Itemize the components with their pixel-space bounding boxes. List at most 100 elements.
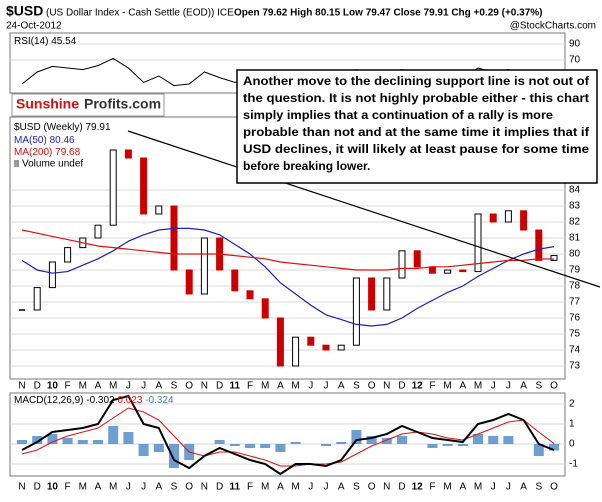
- candle: [413, 250, 421, 268]
- candle: [246, 290, 254, 300]
- x-tick-label: F: [247, 482, 253, 493]
- histogram-bar: [93, 440, 103, 444]
- x-tick-label: F: [65, 482, 71, 493]
- legend-volume: Volume undef: [22, 159, 83, 170]
- x-tick-label: S: [353, 381, 360, 392]
- candle: [474, 213, 482, 273]
- legend-ma50-value: 80.46: [50, 135, 75, 146]
- x-tick-label: S: [353, 482, 360, 493]
- y-tick-label: 80: [569, 249, 581, 260]
- candle: [185, 269, 193, 295]
- x-tick-label: M: [443, 381, 451, 392]
- y-tick-label: 81: [569, 233, 581, 244]
- x-tick-label: F: [429, 381, 435, 392]
- legend-ma200: MA(200) 79.68: [14, 147, 81, 158]
- annotation-line: simply implies that a continuation of a …: [243, 108, 553, 122]
- histogram-bar: [321, 444, 331, 446]
- y-tick-label: 1: [569, 419, 575, 430]
- x-tick-label: M: [474, 381, 482, 392]
- y-tick-label: -1: [569, 459, 578, 470]
- histogram-bar: [138, 444, 149, 456]
- x-tick-label: F: [429, 482, 435, 493]
- x-tick-label: M: [109, 482, 117, 493]
- x-tick-label: 10: [47, 381, 59, 392]
- histogram-bar: [260, 444, 271, 448]
- candle: [200, 237, 208, 295]
- candle: [535, 229, 543, 261]
- x-tick-label: O: [368, 381, 376, 392]
- histogram-bar: [488, 436, 499, 444]
- macd-panel: [9, 392, 566, 477]
- legend-ma50-name: MA(50): [14, 135, 47, 146]
- x-tick-label: 10: [47, 482, 59, 493]
- candle: [352, 277, 360, 346]
- x-tick-label: J: [491, 482, 496, 493]
- y-tick-label: 73: [569, 361, 581, 372]
- x-tick-label: 12: [412, 381, 424, 392]
- histogram-bar: [17, 440, 27, 444]
- x-tick-label: A: [520, 381, 527, 392]
- x-tick-label: N: [201, 482, 208, 493]
- x-tick-label: D: [34, 381, 41, 392]
- candle: [368, 277, 376, 311]
- histogram-bar: [169, 444, 179, 468]
- candle: [109, 149, 117, 226]
- macd-label: MACD(12,26,9) -0.302 0.023 -0.324: [14, 395, 174, 406]
- candle: [307, 336, 315, 346]
- macd-value: -0.302: [86, 395, 115, 406]
- histogram-bar: [366, 436, 377, 444]
- macd-line: [21, 394, 555, 476]
- legend-price-value: 79.91: [86, 122, 111, 133]
- histogram-bar: [442, 444, 453, 446]
- logo-part2: Profits.com: [84, 96, 161, 112]
- rsi-label: RSI(14) 45.54: [14, 36, 77, 47]
- x-tick-label: J: [308, 381, 313, 392]
- x-tick-label: 11: [230, 381, 241, 392]
- annotation-line: before breaking lower.: [243, 159, 370, 173]
- y-tick-label: 75: [569, 329, 581, 340]
- histogram-bar: [457, 444, 468, 446]
- x-tick-label: A: [338, 482, 345, 493]
- x-tick-label: J: [491, 381, 496, 392]
- candle: [459, 269, 467, 273]
- x-tick-label: J: [324, 482, 329, 493]
- annotation: Another move to the declining support li…: [236, 69, 598, 184]
- quote: Open 79.62 High 80.15 Low 79.47 Close 79…: [234, 8, 542, 19]
- histogram-bar: [47, 434, 58, 444]
- x-tick-label: A: [277, 482, 284, 493]
- y-tick-label: 90: [569, 39, 581, 50]
- legend-ma50: MA(50) 80.46: [14, 135, 75, 146]
- legend-ma200-value: 79.68: [55, 147, 80, 158]
- y-tick-label: 83: [569, 201, 581, 212]
- candle: [140, 157, 148, 215]
- histogram-bar: [62, 438, 73, 444]
- x-tick-label: A: [95, 482, 102, 493]
- x-tick-label: M: [79, 381, 87, 392]
- candle: [64, 247, 72, 263]
- x-tick-label: A: [155, 482, 162, 493]
- histogram-bar: [153, 444, 164, 452]
- histogram-bar: [229, 444, 240, 446]
- x-tick-label: D: [216, 482, 223, 493]
- candle: [48, 261, 56, 289]
- histogram-bar: [32, 436, 43, 444]
- x-tick-label: M: [261, 482, 269, 493]
- x-tick-label: M: [261, 381, 269, 392]
- x-tick-label: M: [291, 482, 299, 493]
- histogram-bar: [108, 426, 119, 444]
- x-tick-label: J: [141, 381, 146, 392]
- logo-part1: Sunshine: [16, 96, 79, 112]
- histogram-bar: [473, 434, 483, 444]
- histogram-bar: [351, 430, 362, 444]
- x-tick-label: O: [550, 381, 558, 392]
- candle: [504, 210, 512, 223]
- y-tick-label: 84: [569, 185, 581, 196]
- y-tick-label: 0: [569, 439, 575, 450]
- histogram-bar: [245, 444, 255, 448]
- trend-line: [127, 130, 601, 288]
- x-tick-label: D: [398, 482, 405, 493]
- date: 24-Oct-2012: [6, 21, 62, 32]
- logo-box: [11, 93, 165, 117]
- y-tick-label: 2: [569, 399, 575, 410]
